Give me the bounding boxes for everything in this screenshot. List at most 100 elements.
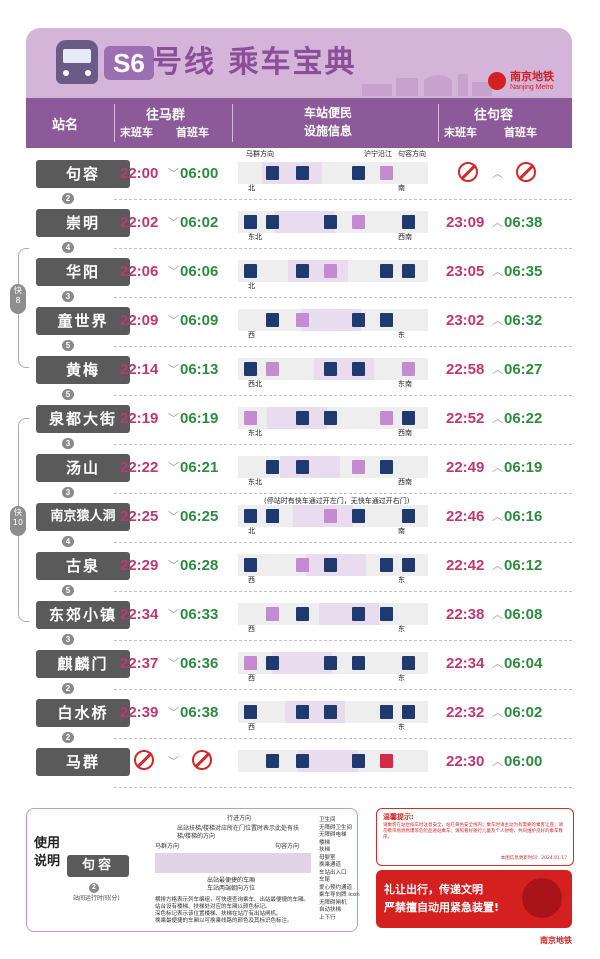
chevron-up-icon: ︿ <box>492 608 503 621</box>
jurong-first-train: 06:16 <box>504 508 543 525</box>
facility-icon <box>266 362 279 376</box>
station-name[interactable]: 马群 <box>36 748 130 776</box>
jurong-last-train: 22:52 <box>446 410 485 427</box>
jurong-first-train: 06:22 <box>504 410 543 427</box>
maqun-first-train: 06:36 <box>180 655 219 672</box>
chevron-down-icon: ﹀ <box>168 510 179 523</box>
station-name[interactable]: 南京猿人洞 <box>36 503 130 531</box>
station-name[interactable]: 童世界 <box>36 307 130 335</box>
legend-key: 车尾 <box>319 877 331 883</box>
jurong-last-train: 22:58 <box>446 361 485 378</box>
metro-logo-cn: 南京地铁 <box>510 70 554 83</box>
chevron-down-icon: ﹀ <box>168 265 179 278</box>
facility-strip: 西东 <box>238 550 428 588</box>
maqun-first-train: 06:00 <box>180 165 219 182</box>
usage-legend: 使用说明 句容 2 站间运行时间(分) 行进方向 出站扶梯/楼梯对应所在门位置时… <box>26 808 360 932</box>
row-divider <box>114 640 572 641</box>
jurong-first-train: 06:35 <box>504 263 543 280</box>
station-name[interactable]: 汤山 <box>36 454 130 482</box>
travel-time-badge: 5 <box>62 340 74 351</box>
legend-keys: 卫生间 无障碍卫生间 无障碍电梯 楼梯 扶梯 母婴室 换乘通道 车站出入口 车尾 爱心预约通道 乘车… <box>319 817 360 922</box>
metro-logo: 南京地铁 Nanjing Metro <box>488 70 558 94</box>
facility-icon <box>352 607 365 621</box>
station-name[interactable]: 崇明 <box>36 209 130 237</box>
chevron-up-icon: ︿ <box>492 461 503 474</box>
chevron-down-icon: ﹀ <box>168 314 179 327</box>
chevron-up-icon: ︿ <box>492 755 503 768</box>
facility-icon <box>380 754 393 768</box>
legend-key: 母婴室 <box>319 854 336 861</box>
side-right-label: 东 <box>398 331 405 339</box>
facility-strip <box>238 746 428 784</box>
side-left-label: 西 <box>248 674 255 682</box>
travel-time-badge: 2 <box>62 683 74 694</box>
facility-strip: 东北 西南 <box>238 207 428 245</box>
row-divider <box>114 542 572 543</box>
facility-icon <box>380 558 393 572</box>
row-divider <box>114 199 572 200</box>
facility-strip: 北南 <box>238 501 428 539</box>
facility-strip: 西东 <box>238 648 428 686</box>
travel-time-badge: 5 <box>62 389 74 400</box>
side-left-label: 东北 <box>248 429 262 437</box>
station-name[interactable]: 华阳 <box>36 258 130 286</box>
chevron-up-icon: ︿ <box>492 412 503 425</box>
maqun-first-train: 06:13 <box>180 361 219 378</box>
facility-icon <box>296 754 309 768</box>
chevron-up-icon: ︿ <box>492 363 503 376</box>
facility-icon <box>352 313 365 327</box>
travel-time-badge: 4 <box>62 242 74 253</box>
station-name[interactable]: 泉都大街 <box>36 405 130 433</box>
facility-icon <box>266 166 279 180</box>
station-name[interactable]: 古泉 <box>36 552 130 580</box>
facility-strip: 东北 西南 <box>238 403 428 441</box>
metro-logo-icon <box>488 72 506 90</box>
legend-note-mid2: 车站两端朝向方位 <box>207 885 256 892</box>
facility-icon <box>352 656 365 670</box>
maqun-first-train: 06:19 <box>180 410 219 427</box>
jurong-last-train: 23:02 <box>446 312 485 329</box>
station-row: 古泉 22:29 ﹀ 06:28 西东 22:42 ︿ 06:12 <box>26 544 572 592</box>
station-name[interactable]: 句容 <box>36 160 130 188</box>
page-title: 号线 乘车宝典 <box>152 45 357 80</box>
station-row: 麒麟门 22:37 ﹀ 06:36 西东 22:34 ︿ 06:04 <box>26 642 572 690</box>
station-name[interactable]: 麒麟门 <box>36 650 130 678</box>
column-header: 站名 往马群 末班车 首班车 车站便民 设施信息 往句容 末班车 首班车 <box>26 98 572 148</box>
jurong-last-train: 22:30 <box>446 753 485 770</box>
facility-icon <box>244 215 257 229</box>
side-right-label: 南 <box>398 184 405 192</box>
col-mq-first: 首班车 <box>176 126 209 139</box>
side-left-label: 西 <box>248 576 255 584</box>
no-service-icon <box>192 750 212 770</box>
highlight-segment <box>275 211 335 233</box>
row-divider <box>114 738 572 739</box>
col-station: 站名 <box>52 118 79 133</box>
highlight-segment <box>319 603 379 625</box>
highlight-segment <box>272 652 332 674</box>
maqun-last-train: 22:22 <box>120 459 159 476</box>
row-divider <box>114 444 572 445</box>
facility-icon <box>402 215 415 229</box>
legend-note: 横排方格表示列车编组，可快速查询乘车、出站最便捷的车厢。 <box>155 897 310 903</box>
maqun-last-train: 22:39 <box>120 704 159 721</box>
chevron-down-icon: ﹀ <box>168 461 179 474</box>
facility-icon <box>296 705 309 719</box>
row-divider <box>114 297 572 298</box>
maqun-last-train: 22:14 <box>120 361 159 378</box>
footer-logo: 南京地铁 <box>540 936 572 945</box>
maqun-last-train: 22:34 <box>120 606 159 623</box>
facility-icon <box>266 656 279 670</box>
station-name[interactable]: 东郊小镇 <box>36 601 130 629</box>
travel-time-badge: 5 <box>62 585 74 596</box>
facility-icon <box>266 460 279 474</box>
highlight-segment <box>301 309 361 331</box>
station-name[interactable]: 白水桥 <box>36 699 130 727</box>
legend-key: 换乘通道 <box>319 862 342 868</box>
facility-icon <box>296 558 309 572</box>
col-mq-last: 末班车 <box>120 126 153 139</box>
facility-icon <box>266 313 279 327</box>
emergency-button-icon <box>522 878 562 918</box>
chevron-down-icon: ﹀ <box>168 216 179 229</box>
legend-note: 深色标记表示该位置楼梯、扶梯在站厅有出站闸机。 <box>155 911 282 917</box>
station-name[interactable]: 黄梅 <box>36 356 130 384</box>
